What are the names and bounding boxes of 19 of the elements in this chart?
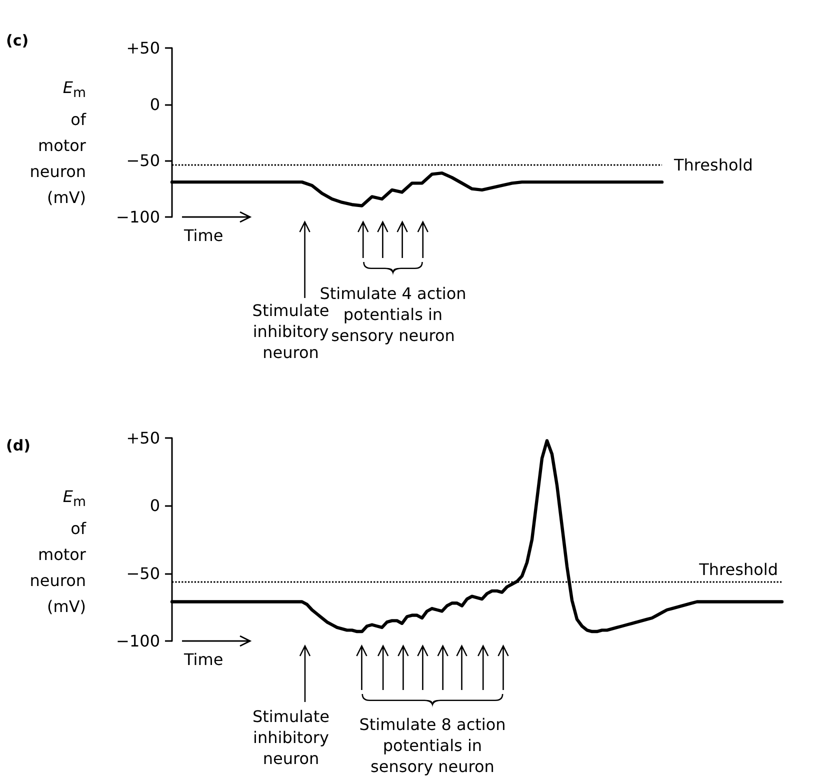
text: (d) xyxy=(6,436,30,454)
text: Time xyxy=(183,650,224,669)
y-tick-label: 0 xyxy=(150,94,160,114)
y-tick-label: −50 xyxy=(126,151,160,170)
y-axis-title: E$_{m}$ of motor neuron (mV) xyxy=(30,486,86,618)
y-tick-label: −100 xyxy=(116,208,160,226)
y-tick-label: +50 xyxy=(126,38,160,58)
text: Stimulate inhibitory neuron xyxy=(252,301,330,362)
y-tick-label: −100 xyxy=(116,632,160,650)
text: Stimulate inhibitory neuron xyxy=(252,707,330,768)
text: (c) xyxy=(6,32,29,50)
text: Time xyxy=(183,226,224,245)
ref-line-label: Threshold xyxy=(698,560,778,579)
text: Stimulate 8 action potentials in sensory neuron xyxy=(359,715,506,776)
y-tick-label: 0 xyxy=(150,496,160,516)
y-tick-label: −50 xyxy=(126,564,160,583)
y-tick-label: +50 xyxy=(126,428,160,448)
ref-line-label: Threshold xyxy=(673,156,753,175)
y-axis-title: E$_{m}$ of motor neuron (mV) xyxy=(30,76,86,209)
